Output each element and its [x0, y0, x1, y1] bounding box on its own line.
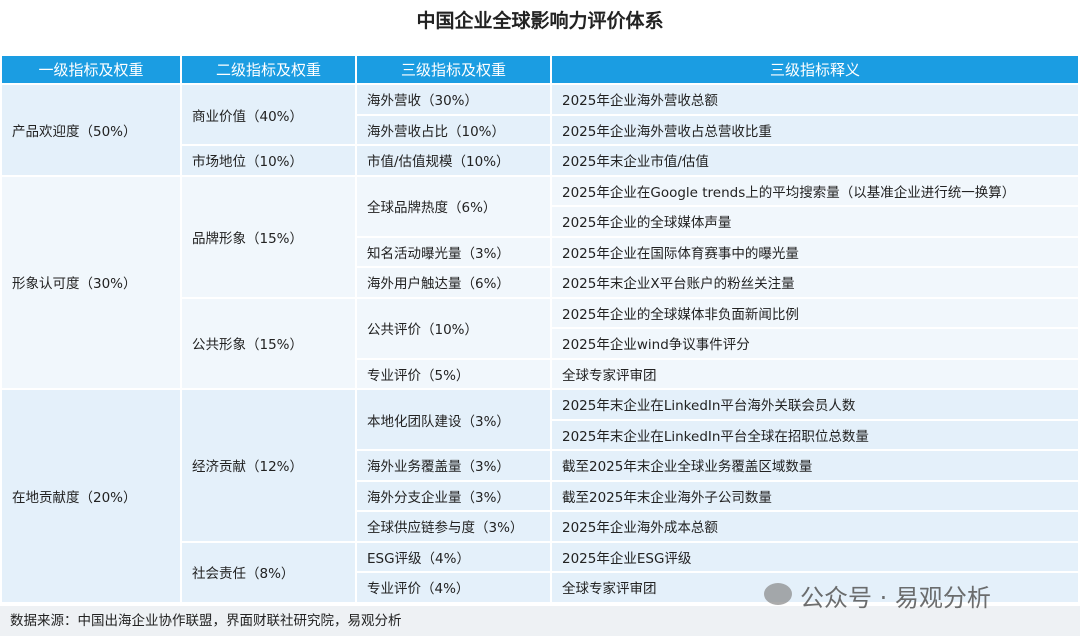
table-row: 海外用户触达量（6%） 2025年末企业X平台账户的粉丝关注量 [2, 268, 1078, 297]
desc-cell: 截至2025年末企业全球业务覆盖区域数量 [552, 451, 1078, 480]
table-row: 市场地位（10%） 市值/估值规模（10%） 2025年末企业市值/估值 [2, 146, 1078, 175]
level1-cell: 形象认可度（30%） [2, 176, 180, 388]
header-row: 一级指标及权重 二级指标及权重 三级指标及权重 三级指标释义 [2, 56, 1078, 83]
desc-cell: 2025年企业的全球媒体非负面新闻比例 [552, 298, 1078, 327]
desc-cell: 2025年末企业在LinkedIn平台全球在招职位总数量 [552, 420, 1078, 449]
table-row: 海外业务覆盖量（3%） 截至2025年末企业全球业务覆盖区域数量 [2, 451, 1078, 480]
level2-cell: 社会责任（8%） [182, 542, 355, 602]
level3-cell: 专业评价（4%） [357, 573, 550, 602]
table-row: 专业评价（4%） 全球专家评审团 [2, 573, 1078, 602]
watermark-icon [764, 583, 792, 605]
level3-cell: 海外营收占比（10%） [357, 115, 550, 144]
level2-cell: 商业价值（40%） [182, 85, 355, 144]
level3-cell: 海外用户触达量（6%） [357, 268, 550, 297]
desc-cell: 全球专家评审团 [552, 359, 1078, 388]
desc-cell: 2025年企业在国际体育赛事中的曝光量 [552, 237, 1078, 266]
table-row: 2025年企业的全球媒体声量 [2, 207, 1078, 236]
desc-cell: 2025年企业ESG评级 [552, 542, 1078, 571]
table-row: 2025年末企业在LinkedIn平台全球在招职位总数量 [2, 420, 1078, 449]
table-row: 海外营收占比（10%） 2025年企业海外营收占总营收比重 [2, 115, 1078, 144]
level3-cell: 专业评价（5%） [357, 359, 550, 388]
desc-cell: 2025年企业海外营收占总营收比重 [552, 115, 1078, 144]
level3-cell: 海外营收（30%） [357, 85, 550, 114]
level3-cell: 知名活动曝光量（3%） [357, 237, 550, 266]
level3-cell: 市值/估值规模（10%） [357, 146, 550, 175]
source-note: 数据来源：中国出海企业协作联盟，界面财联社研究院，易观分析 [0, 606, 1080, 636]
table-row: 海外分支企业量（3%） 截至2025年末企业海外子公司数量 [2, 481, 1078, 510]
table-body: 产品欢迎度（50%） 商业价值（40%） 海外营收（30%） 2025年企业海外营收总… [2, 85, 1078, 602]
level3-cell: 海外业务覆盖量（3%） [357, 451, 550, 480]
desc-cell: 2025年末企业市值/估值 [552, 146, 1078, 175]
table-row: 社会责任（8%） ESG评级（4%） 2025年企业ESG评级 [2, 542, 1078, 602]
table-row: 公共形象（15%） 公共评价（10%） 2025年企业的全球媒体非负面新闻比例 [2, 298, 1078, 388]
table-row: 产品欢迎度（50%） 商业价值（40%） 海外营收（30%） 2025年企业海外营收总… [2, 85, 1078, 175]
header-cell: 二级指标及权重 [182, 56, 355, 83]
level3-cell: 海外分支企业量（3%） [357, 481, 550, 510]
level3-cell: 全球供应链参与度（3%） [357, 512, 550, 541]
desc-cell: 2025年末企业在LinkedIn平台海外关联会员人数 [552, 390, 1078, 419]
level2-cell: 市场地位（10%） [182, 146, 355, 175]
level3-cell: 公共评价（10%） [357, 298, 550, 358]
header-cell: 三级指标释义 [552, 56, 1078, 83]
desc-cell: 截至2025年末企业海外子公司数量 [552, 481, 1078, 510]
desc-cell: 2025年末企业X平台账户的粉丝关注量 [552, 268, 1078, 297]
table-row: 专业评价（5%） 全球专家评审团 [2, 359, 1078, 388]
desc-cell: 2025年企业的全球媒体声量 [552, 207, 1078, 236]
header-cell: 一级指标及权重 [2, 56, 180, 83]
level2-cell: 公共形象（15%） [182, 298, 355, 388]
desc-cell: 2025年企业海外成本总额 [552, 512, 1078, 541]
desc-cell: 2025年企业海外营收总额 [552, 85, 1078, 114]
index-table: 一级指标及权重 二级指标及权重 三级指标及权重 三级指标释义 产品欢迎度（50%… [0, 54, 1080, 604]
level3-cell: 全球品牌热度（6%） [357, 176, 550, 236]
desc-cell: 2025年企业在Google trends上的平均搜索量（以基准企业进行统一换算… [552, 176, 1078, 205]
title: 中国企业全球影响力评价体系 [416, 10, 664, 32]
level1-cell: 在地贡献度（20%） [2, 390, 180, 602]
level2-cell: 经济贡献（12%） [182, 390, 355, 541]
level1-cell: 产品欢迎度（50%） [2, 85, 180, 175]
header-cell: 三级指标及权重 [357, 56, 550, 83]
table-row: 知名活动曝光量（3%） 2025年企业在国际体育赛事中的曝光量 [2, 237, 1078, 266]
table-row: 形象认可度（30%） 品牌形象（15%） 全球品牌热度（6%） 2025年企业在Goo… [2, 176, 1078, 388]
table-row: 2025年企业wind争议事件评分 [2, 329, 1078, 358]
desc-cell: 全球专家评审团 [552, 573, 1078, 602]
level2-cell: 品牌形象（15%） [182, 176, 355, 297]
table-row: 在地贡献度（20%） 经济贡献（12%） 本地化团队建设（3%） 2025年末企业在L… [2, 390, 1078, 602]
desc-cell: 2025年企业wind争议事件评分 [552, 329, 1078, 358]
level3-cell: ESG评级（4%） [357, 542, 550, 571]
table-row: 全球供应链参与度（3%） 2025年企业海外成本总额 [2, 512, 1078, 541]
level3-cell: 本地化团队建设（3%） [357, 390, 550, 449]
watermark: 公众号 · 易观分析 [800, 584, 991, 612]
